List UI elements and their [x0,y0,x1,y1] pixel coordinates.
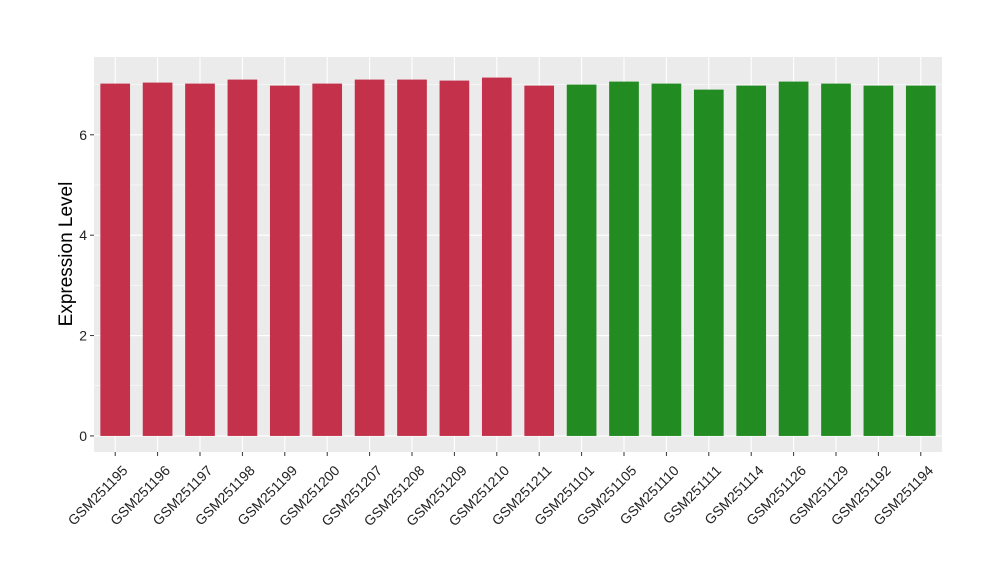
plot-panel [94,57,942,452]
bar-GSM251211 [524,85,555,436]
bar-GSM251129 [821,83,851,436]
bar-GSM251105 [609,81,639,436]
bar-GSM251210 [481,77,512,436]
bars [100,77,936,436]
bar-GSM251200 [312,83,343,436]
bar-GSM251207 [354,79,385,436]
bar-GSM251114 [736,85,767,436]
bar-GSM251192 [863,85,894,436]
bar-GSM251197 [185,83,215,436]
bar-GSM251209 [439,80,470,436]
bar-GSM251111 [693,89,724,436]
bar-GSM251101 [566,84,597,436]
y-tick-label: 0 [79,428,87,444]
bar-GSM251198 [227,79,258,436]
bar-GSM251196 [142,82,173,436]
bar-GSM251110 [651,83,682,436]
bar-GSM251208 [397,79,427,436]
y-tick-label: 2 [79,328,87,344]
y-tick-label: 6 [79,127,87,143]
bar-GSM251199 [269,85,300,436]
y-axis-label: Expression Level [56,182,77,327]
bar-GSM251126 [778,81,809,436]
y-tick-label: 4 [79,227,87,243]
bar-GSM251194 [905,85,936,436]
bar-GSM251195 [100,83,131,436]
